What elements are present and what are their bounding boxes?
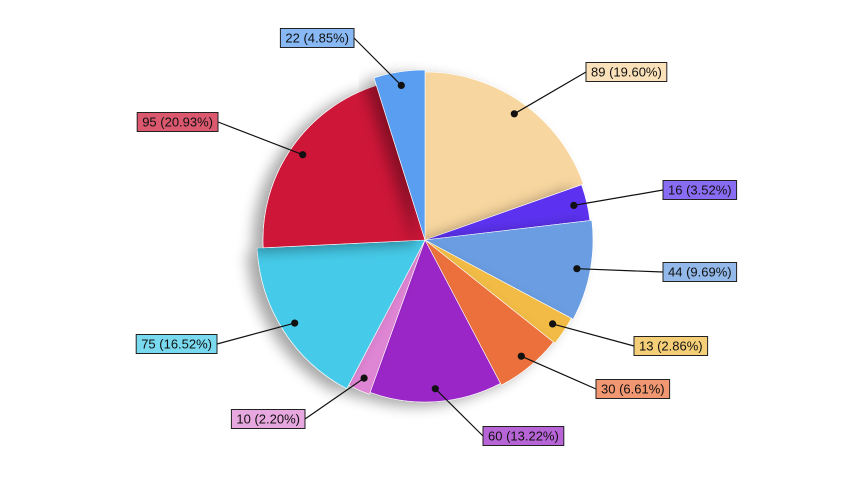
- leader-dot: [549, 320, 557, 328]
- data-label-text: 89 (19.60%): [591, 65, 662, 80]
- data-label-text: 95 (20.93%): [142, 115, 213, 130]
- leader-dot: [431, 385, 439, 393]
- pie-slice-5: [424, 239, 554, 386]
- data-label-box: [662, 262, 738, 282]
- data-label-box: [279, 28, 355, 48]
- pie-slice-8: [256, 239, 426, 390]
- leader-line: [552, 323, 635, 347]
- slice-label-4: 13 (2.86%): [549, 320, 709, 356]
- slice-label-2: 16 (3.52%): [570, 180, 738, 209]
- leader-dot: [291, 319, 299, 327]
- leader-line: [217, 121, 303, 156]
- labels-layer: 89 (19.60%) 16 (3.52%) 44 (9.69%) 13 (2.86%…: [135, 28, 738, 446]
- data-label-text: 60 (13.22%): [488, 429, 559, 444]
- slice-label-5: 30 (6.61%): [517, 352, 671, 399]
- slice-label-1: 89 (19.60%): [510, 62, 668, 118]
- leader-dot: [360, 374, 368, 382]
- data-label-box: [662, 180, 738, 200]
- data-label-box: [595, 379, 671, 399]
- leader-dot: [299, 151, 307, 159]
- leader-dot: [573, 265, 581, 273]
- data-label-box: [136, 112, 219, 132]
- data-label-box: [135, 334, 218, 354]
- pie-slice-6: [369, 239, 501, 403]
- leader-dot: [570, 201, 578, 209]
- data-label-box: [230, 409, 306, 429]
- data-label-box: [585, 62, 668, 82]
- data-label-box: [482, 426, 565, 446]
- slice-label-7: 10 (2.20%): [230, 374, 368, 429]
- data-label-text: 75 (16.52%): [141, 337, 212, 352]
- data-label-text: 22 (4.85%): [285, 31, 349, 46]
- slice-label-9: 95 (20.93%): [136, 112, 307, 159]
- leader-line: [216, 322, 295, 345]
- data-label-text: 44 (9.69%): [668, 265, 732, 280]
- data-label-text: 30 (6.61%): [601, 382, 665, 397]
- data-label-text: 13 (2.86%): [639, 339, 703, 354]
- leader-line: [573, 189, 664, 206]
- slices-layer: [256, 69, 594, 403]
- pie-slice-4: [424, 239, 572, 344]
- leader-dot: [510, 110, 518, 118]
- data-label-box: [633, 336, 709, 356]
- slice-label-3: 44 (9.69%): [573, 262, 738, 282]
- leader-dot: [397, 81, 405, 89]
- leader-line: [521, 355, 597, 390]
- leader-line: [576, 268, 664, 273]
- leader-line: [434, 388, 484, 437]
- leader-dot: [517, 352, 525, 360]
- data-label-text: 10 (2.20%): [236, 412, 300, 427]
- pie-slice-9: [262, 85, 426, 249]
- slice-label-6: 60 (13.22%): [431, 385, 565, 446]
- leader-line: [304, 377, 365, 420]
- pie-slice-10: [373, 69, 426, 241]
- data-label-text: 16 (3.52%): [668, 183, 732, 198]
- slice-label-8: 75 (16.52%): [135, 319, 299, 354]
- slice-label-10: 22 (4.85%): [279, 28, 405, 89]
- leader-line: [353, 37, 402, 86]
- pie-slice-3: [424, 219, 594, 320]
- leader-line: [513, 71, 587, 115]
